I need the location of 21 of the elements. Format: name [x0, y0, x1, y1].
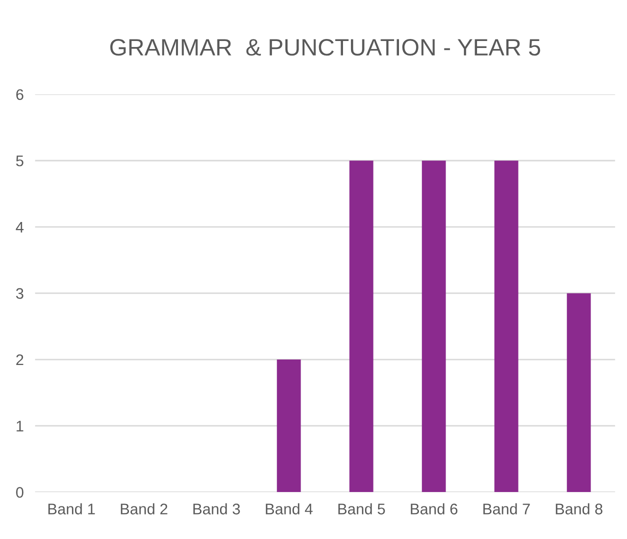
bar [422, 160, 446, 492]
bar [566, 293, 591, 492]
x-tick-label: Band 1 [48, 503, 95, 514]
x-tick-label: Band 6 [410, 503, 458, 514]
x-tick-label: Band 4 [266, 503, 313, 514]
y-tick-label: 3 [16, 288, 24, 299]
y-tick-label: 6 [16, 89, 24, 100]
x-tick-label: Band 8 [556, 503, 602, 514]
x-tick-label: Band 7 [483, 503, 530, 514]
chart-title: GRAMMAR & PUNCTUATION - YEAR 5 [110, 38, 540, 56]
y-tick-label: 2 [16, 354, 24, 366]
bar [494, 160, 518, 492]
bar [276, 360, 301, 492]
x-tick-label: Band 5 [338, 503, 385, 514]
x-tick-label: Band 3 [193, 503, 240, 514]
x-tick-label: Band 2 [120, 503, 168, 514]
y-tick-label: 4 [16, 222, 24, 232]
y-tick-label: 5 [16, 156, 24, 166]
bar [349, 160, 374, 492]
y-tick-label: 0 [16, 486, 24, 498]
y-tick-label: 1 [16, 420, 24, 432]
